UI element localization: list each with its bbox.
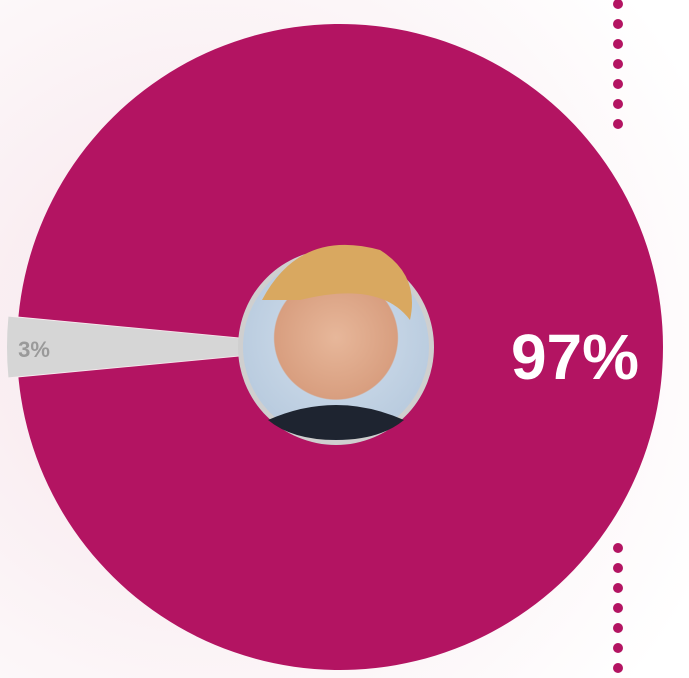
chart: 97% 3% (0, 0, 689, 678)
value-label: 3% (18, 337, 50, 362)
value-label: 97% (511, 321, 639, 393)
page: {"chart_data": {"type": "pie", "values":… (0, 0, 689, 678)
